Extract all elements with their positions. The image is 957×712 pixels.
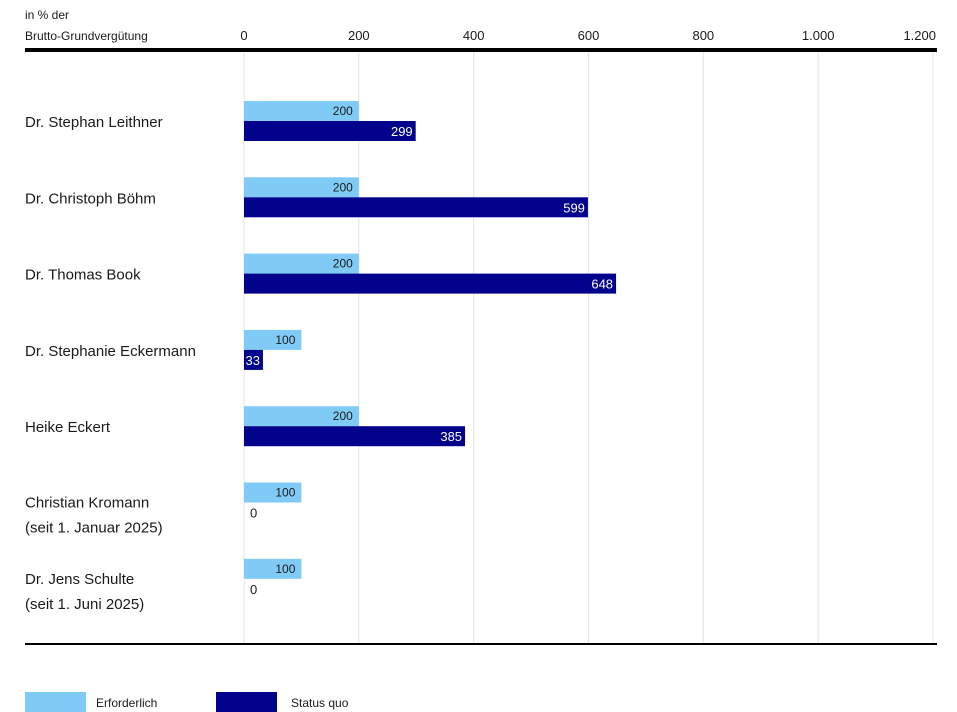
- category-label: Heike Eckert: [25, 419, 111, 436]
- legend-label: Erforderlich: [96, 696, 157, 710]
- bar-erforderlich: [244, 406, 359, 427]
- category-label: Christian Kromann: [25, 495, 149, 512]
- bar-label-erforderlich: 200: [333, 257, 353, 271]
- axis-label-line-2: Brutto-Grundvergütung: [25, 29, 148, 43]
- bar-erforderlich: [244, 482, 302, 503]
- x-axis-ticks: 0 200 400 600 800 1.000 1.200: [240, 28, 936, 43]
- category-label: Dr. Stephan Leithner: [25, 114, 163, 131]
- bottom-rule: [25, 643, 937, 645]
- category-sublabel: (seit 1. Januar 2025): [25, 520, 163, 537]
- bar-label-status-quo: 385: [440, 429, 462, 444]
- tick-label: 1.200: [903, 28, 936, 43]
- legend: Erforderlich Status quo: [25, 692, 349, 712]
- bar-erforderlich: [244, 558, 302, 579]
- category-label: Dr. Christoph Böhm: [25, 190, 156, 207]
- bar-status-quo: [244, 273, 617, 294]
- bar-erforderlich: [244, 177, 359, 198]
- category-sublabel: (seit 1. Juni 2025): [25, 596, 144, 613]
- legend-swatch: [25, 692, 86, 712]
- bar-label-status-quo: 33: [245, 353, 259, 368]
- bar-status-quo: [244, 349, 263, 370]
- legend-label: Status quo: [291, 696, 349, 710]
- bar-label-erforderlich: 100: [275, 333, 295, 347]
- tick-label: 200: [348, 28, 370, 43]
- bar-status-quo: [244, 426, 466, 447]
- category-labels: Dr. Stephan Leithner Dr. Christoph Böhm Dr…: [25, 114, 196, 613]
- tick-label: 400: [463, 28, 485, 43]
- category-label: Dr. Stephanie Eckermann: [25, 343, 196, 360]
- axis-label-line-1: in % der: [25, 8, 69, 22]
- tick-label: 600: [578, 28, 600, 43]
- bar-label-status-quo: 299: [391, 124, 413, 139]
- top-rule: [25, 48, 937, 52]
- bar-erforderlich: [244, 253, 359, 274]
- bar-erforderlich: [244, 329, 302, 350]
- bar-label-status-quo: 648: [591, 277, 613, 292]
- category-label: Dr. Thomas Book: [25, 267, 141, 284]
- grid-lines: [243, 52, 934, 643]
- bar-label-erforderlich: 200: [333, 104, 353, 118]
- bar-erforderlich: [244, 101, 359, 121]
- bar-label-erforderlich: 100: [275, 486, 295, 500]
- bar-label-erforderlich: 200: [333, 409, 353, 423]
- tick-label: 1.000: [802, 28, 835, 43]
- bar-label-status-quo: 0: [250, 582, 257, 597]
- tick-label: 800: [692, 28, 714, 43]
- bar-label-erforderlich: 100: [275, 562, 295, 576]
- tick-label: 0: [240, 28, 247, 43]
- bar-status-quo: [244, 197, 588, 218]
- bar-label-erforderlich: 200: [333, 180, 353, 194]
- bar-label-status-quo: 0: [250, 506, 257, 521]
- bar-label-status-quo: 599: [563, 200, 585, 215]
- bars: 200 299 200 599 200 648 100 33 200 385 100 0 100 0: [244, 101, 617, 597]
- bar-status-quo: [244, 121, 416, 141]
- category-label: Dr. Jens Schulte: [25, 571, 134, 588]
- legend-swatch: [216, 692, 277, 712]
